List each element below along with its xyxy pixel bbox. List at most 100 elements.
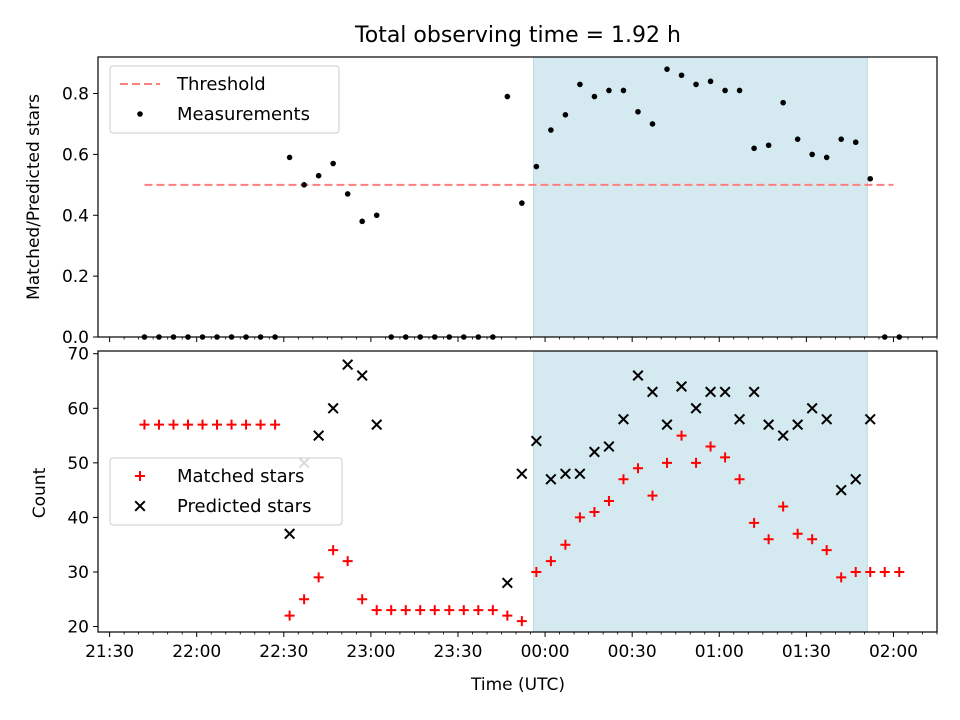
predicted-star-point bbox=[284, 528, 296, 540]
x-tick-label: 21:30 bbox=[85, 642, 134, 662]
predicted-star-point bbox=[792, 419, 804, 431]
matched-star-point bbox=[313, 572, 324, 583]
measurement-point bbox=[562, 112, 569, 118]
matched-star-point bbox=[212, 419, 223, 430]
matched-star-point bbox=[516, 616, 527, 627]
measurement-point bbox=[794, 136, 801, 142]
measurement-point bbox=[286, 154, 293, 161]
y-tick-label: 20 bbox=[67, 618, 89, 638]
predicted-star-point bbox=[734, 413, 746, 425]
measurement-point bbox=[751, 145, 757, 152]
legend-measurement-swatch bbox=[137, 111, 143, 117]
panel-count: 20 30 40 50 60 70 21:30 22:00 22:30 23:00 23:30 00:… bbox=[67, 345, 938, 662]
measurement-point bbox=[838, 136, 844, 142]
measurement-point bbox=[852, 139, 859, 146]
matched-star-point bbox=[415, 605, 426, 616]
matched-star-point bbox=[792, 528, 803, 539]
predicted-star-point bbox=[705, 386, 717, 398]
observing-window-shade bbox=[532, 350, 868, 633]
measurement-point bbox=[736, 87, 743, 94]
matched-star-point bbox=[589, 506, 600, 517]
matched-star-point bbox=[574, 512, 585, 523]
measurement-point bbox=[722, 87, 728, 94]
matched-star-point bbox=[749, 517, 760, 528]
y-tick-label: 0.8 bbox=[62, 85, 89, 105]
matched-star-point bbox=[647, 490, 658, 501]
matched-star-point bbox=[691, 457, 702, 468]
top-y-axis-label: Matched/Predicted stars bbox=[24, 94, 44, 300]
predicted-star-point bbox=[603, 440, 615, 452]
matched-star-point bbox=[284, 610, 295, 621]
predicted-star-point bbox=[763, 419, 775, 431]
x-tick-label: 02:00 bbox=[869, 642, 918, 662]
matched-star-point bbox=[270, 419, 281, 430]
y-tick-label: 0.2 bbox=[62, 267, 89, 287]
measurement-point bbox=[780, 99, 786, 106]
x-tick-label: 23:30 bbox=[433, 642, 482, 662]
predicted-star-point bbox=[748, 386, 760, 398]
matched-star-point bbox=[444, 605, 455, 616]
predicted-star-point bbox=[777, 430, 789, 442]
matched-star-point bbox=[139, 419, 150, 430]
measurement-point bbox=[301, 182, 307, 188]
measurement-point bbox=[548, 127, 554, 133]
matched-star-point bbox=[153, 419, 164, 430]
y-tick-label: 40 bbox=[67, 508, 89, 528]
matched-star-point bbox=[836, 572, 847, 583]
matched-star-point bbox=[371, 605, 382, 616]
x-tick-label: 22:30 bbox=[259, 642, 308, 662]
x-tick-label: 01:00 bbox=[695, 642, 744, 662]
predicted-star-point bbox=[574, 468, 586, 480]
matched-star-point bbox=[197, 419, 208, 430]
matched-star-point bbox=[473, 605, 484, 616]
measurement-point bbox=[635, 108, 641, 115]
x-tick-label: 23:00 bbox=[346, 642, 395, 662]
matched-star-point bbox=[545, 556, 556, 567]
measurement-point bbox=[620, 87, 627, 94]
matched-star-point bbox=[429, 605, 440, 616]
predicted-star-point bbox=[313, 430, 325, 442]
matched-star-point bbox=[894, 566, 905, 577]
matched-star-point bbox=[255, 419, 266, 430]
axes-frame bbox=[97, 350, 938, 633]
y-tick-label: 0.0 bbox=[62, 328, 89, 348]
predicted-star-point bbox=[516, 468, 528, 480]
predicted-star-point bbox=[617, 413, 629, 425]
measurement-point bbox=[330, 160, 336, 167]
observing-window-shade bbox=[532, 56, 868, 338]
matched-star-point bbox=[763, 534, 774, 545]
measurement-point bbox=[359, 218, 365, 225]
matched-star-point bbox=[386, 605, 397, 616]
measurement-point bbox=[765, 142, 772, 149]
legend-box bbox=[109, 457, 343, 526]
matched-star-point bbox=[531, 566, 542, 577]
measurement-point bbox=[533, 163, 540, 170]
matched-star-point bbox=[705, 441, 716, 452]
x-tick-label: 01:30 bbox=[782, 642, 831, 662]
matched-star-point bbox=[618, 474, 629, 485]
y-tick-label: 60 bbox=[67, 399, 89, 419]
chart-title: Total observing time = 1.92 h bbox=[354, 23, 681, 48]
measurement-point bbox=[693, 81, 699, 88]
matched-star-point bbox=[502, 610, 513, 621]
matched-star-point bbox=[662, 457, 673, 468]
predicted-star-point bbox=[545, 473, 557, 485]
legend: Matched stars Predicted stars bbox=[109, 457, 343, 526]
matched-star-point bbox=[560, 539, 571, 550]
x-tick-label: 22:00 bbox=[172, 642, 221, 662]
y-tick-label: 0.4 bbox=[62, 206, 89, 226]
y-tick-label: 0.6 bbox=[62, 145, 89, 165]
measurement-point bbox=[678, 72, 685, 79]
matched-star-point bbox=[603, 496, 614, 507]
panel-ratio: 0.0 0.2 0.4 0.6 0.8 Threshold Measurements bbox=[62, 56, 938, 348]
matched-star-point bbox=[734, 474, 745, 485]
predicted-star-point bbox=[530, 435, 542, 447]
measurement-point bbox=[591, 93, 598, 100]
x-tick-label: 00:30 bbox=[608, 642, 657, 662]
predicted-star-point bbox=[806, 402, 818, 414]
measurement-point bbox=[664, 66, 670, 72]
legend-predicted-swatch bbox=[134, 500, 146, 512]
measurement-point bbox=[577, 81, 583, 88]
matched-star-point bbox=[865, 566, 876, 577]
